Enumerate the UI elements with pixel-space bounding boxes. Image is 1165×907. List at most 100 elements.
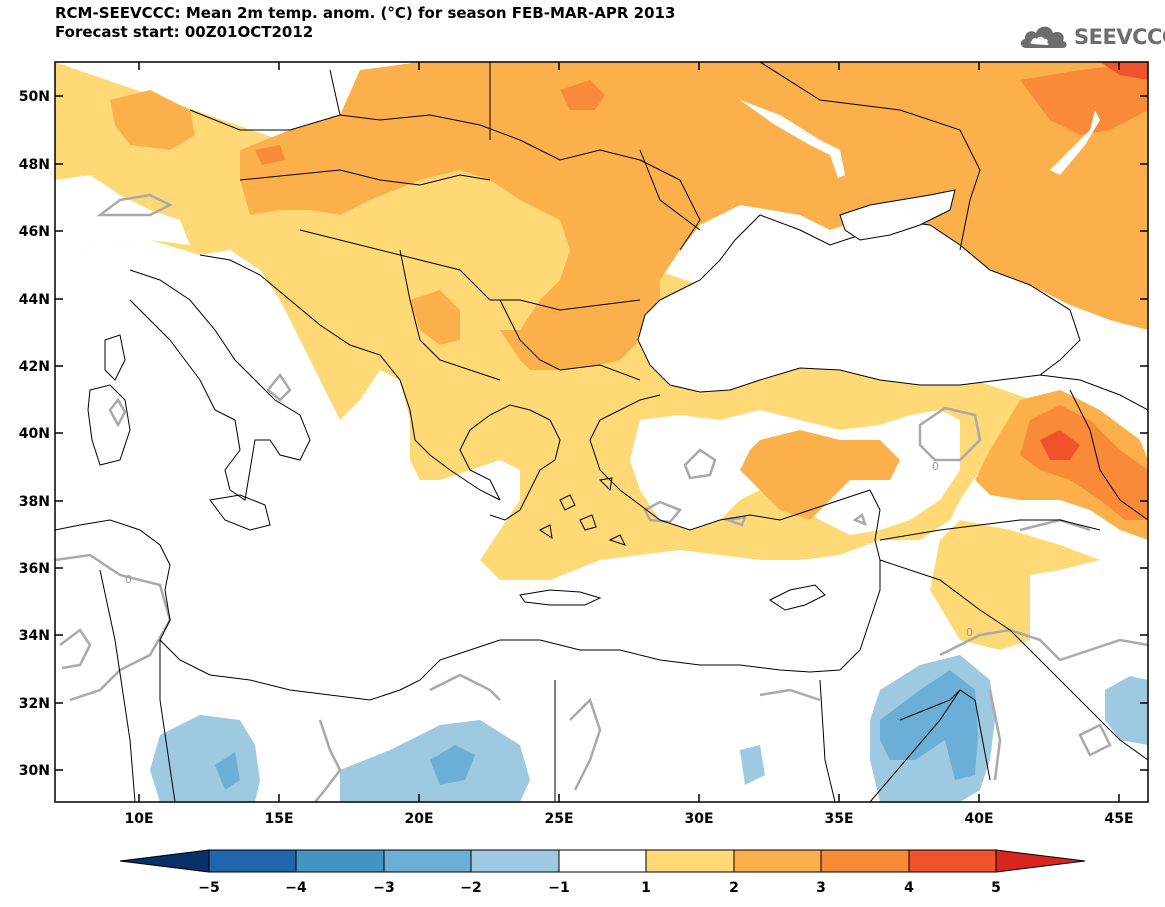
border-europe-7 <box>759 62 981 251</box>
lon-label-15e: 15E <box>264 811 293 827</box>
border-europe-2 <box>239 169 491 186</box>
colorbar-segment-4-5 <box>908 849 997 873</box>
map-plot-area: 0 0 0 <box>55 62 1148 802</box>
border-europe-4 <box>399 249 501 381</box>
colorbar-segment-lt-5 <box>119 849 210 873</box>
lat-label-32n: 32N <box>19 696 50 712</box>
anomaly-region-neg-2-3-arabia <box>880 670 978 780</box>
don-reservoir <box>1050 110 1100 175</box>
lat-label-50n: 50N <box>19 89 50 105</box>
colorbar-label-4: 4 <box>904 880 914 896</box>
coastline-levant <box>869 489 881 561</box>
colorbar-segment-m2-m1 <box>470 849 560 873</box>
colorbar-segment-3-4 <box>820 849 910 873</box>
anomaly-region-neg-1-2-egypt <box>740 745 765 785</box>
lat-label-46n: 46N <box>19 224 50 240</box>
contour-labels: 0 0 0 <box>125 460 973 639</box>
cloud-icon <box>1020 26 1067 48</box>
title-line-2: Forecast start: 00Z01OCT2012 <box>55 23 314 41</box>
colorbar-label-m5: −5 <box>198 880 219 896</box>
colorbar-segment-m4-m3 <box>295 849 385 873</box>
lat-label-40n: 40N <box>19 426 50 442</box>
lon-label-45e: 45E <box>1104 811 1133 827</box>
colorbar-segment-m1-1 <box>558 849 647 873</box>
colorbar-segment-gt-5 <box>995 849 1086 873</box>
coastline-anatolia-south <box>589 394 871 531</box>
colorbar: −5 −4 −3 −2 −1 1 2 3 4 5 <box>119 849 1086 896</box>
coastline-italy <box>129 269 311 501</box>
coastline-greece <box>459 404 561 521</box>
neutral-cut-central-2-3 <box>340 170 570 330</box>
border-europe-6 <box>329 62 701 231</box>
colorbar-segment-m5-m4 <box>208 849 297 873</box>
coastline-north-africa <box>55 519 881 701</box>
colorbar-label-1: 1 <box>641 880 651 896</box>
anomaly-region-2-3-italy-north <box>110 90 195 150</box>
anomaly-region-3-4-small-b <box>255 145 285 165</box>
anomaly-region-neg-1-2-east <box>1105 676 1148 745</box>
border-europe-3 <box>299 229 641 311</box>
anomaly-region-4-5-east <box>1040 430 1080 460</box>
border-turkey-east <box>1069 389 1148 521</box>
lat-label-38n: 38N <box>19 494 50 510</box>
anomaly-region-3-4-east-turkey <box>1020 405 1148 520</box>
colorbar-label-3: 3 <box>816 880 826 896</box>
coastline-aegean-islands <box>539 477 626 546</box>
border-middle-east-3 <box>869 689 961 802</box>
border-turkey-syria <box>879 519 1101 541</box>
colorbar-label-m4: −4 <box>285 880 307 896</box>
neutral-region-italy <box>150 250 330 440</box>
sea-of-azov <box>839 189 956 241</box>
lat-label-48n: 48N <box>19 157 50 173</box>
anomaly-region-neg-2-3-libya <box>430 745 475 785</box>
colorbar-label-m3: −3 <box>373 880 394 896</box>
lon-label-20e: 20E <box>404 811 433 827</box>
coastline-sardinia <box>87 384 131 466</box>
colorbar-segment-1-2 <box>645 849 735 873</box>
anomaly-region-2-3-balkans <box>410 290 460 345</box>
colorbar-label-m1: −1 <box>548 880 569 896</box>
anomaly-region-4-5-northeast <box>1100 62 1148 80</box>
lon-label-30e: 30E <box>684 811 713 827</box>
coastline-cyprus <box>769 584 826 611</box>
border-north-africa-2 <box>159 640 176 802</box>
longitude-axis: 10E 15E 20E 25E 30E 35E 40E 45E <box>124 62 1134 827</box>
title-line-1: RCM-SEEVCCC: Mean 2m temp. anom. (°C) fo… <box>55 4 676 22</box>
anomaly-region-2-3-central-europe <box>240 62 1148 370</box>
colorbar-segment-m3-m2 <box>383 849 472 873</box>
coastline-crete <box>519 589 602 606</box>
contour-label-tunisia: 0 <box>125 573 132 586</box>
neutral-region-north-west <box>55 175 190 250</box>
lon-label-40e: 40E <box>964 811 993 827</box>
contour-label-arabia: 0 <box>966 626 973 639</box>
border-europe-1 <box>189 109 701 251</box>
lon-label-35e: 35E <box>824 811 853 827</box>
lat-label-34n: 34N <box>19 628 50 644</box>
anomaly-region-2-3-anatolia <box>740 430 900 520</box>
coastline-sicily <box>209 494 271 531</box>
coastline-corsica <box>104 334 126 381</box>
seevccc-logo: SEEVCCC <box>1018 20 1165 54</box>
colorbar-label-5: 5 <box>991 880 1001 896</box>
coastlines-and-borders <box>55 62 1148 802</box>
anomaly-region-3-4-ukraine <box>1020 62 1148 135</box>
lon-label-25e: 25E <box>544 811 573 827</box>
border-caucasus <box>1039 374 1148 411</box>
anomaly-region-neg-2-3-tripoli <box>215 752 240 790</box>
anomaly-region-3-4-small-a <box>560 80 605 110</box>
lat-label-42n: 42N <box>19 359 50 375</box>
anomaly-region-1-2-north <box>55 62 1148 802</box>
coastline-adriatic-east <box>199 254 501 501</box>
lon-label-10e: 10E <box>124 811 153 827</box>
border-middle-east-1 <box>879 559 1148 761</box>
contour-label-anatolia: 0 <box>932 460 939 473</box>
lat-label-44n: 44N <box>19 292 50 308</box>
border-north-africa-1 <box>99 569 136 802</box>
lat-label-30n: 30N <box>19 763 50 779</box>
map-title: RCM-SEEVCCC: Mean 2m temp. anom. (°C) fo… <box>55 4 675 42</box>
colorbar-label-m2: −2 <box>460 880 481 896</box>
border-egypt-sudan <box>819 679 836 802</box>
map-frame <box>54 61 1149 803</box>
black-sea <box>637 214 1081 393</box>
